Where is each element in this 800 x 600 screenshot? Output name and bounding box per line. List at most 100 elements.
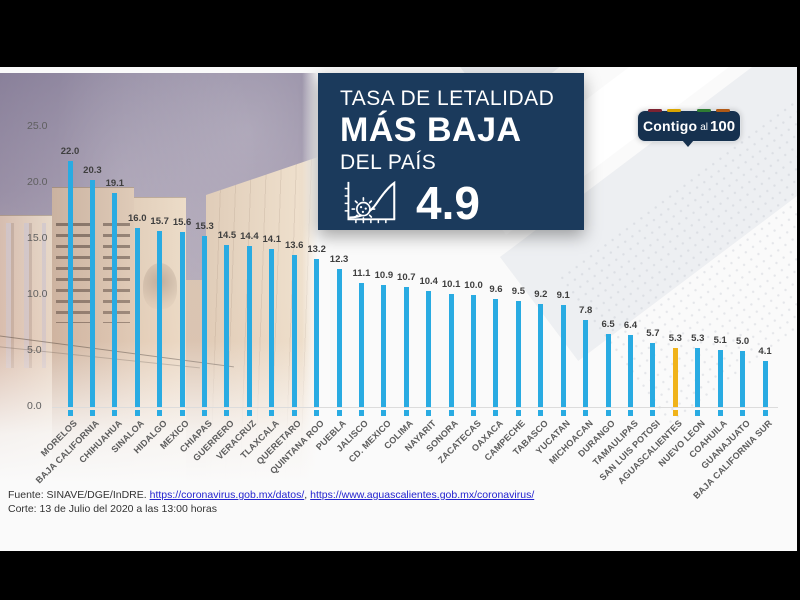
axis-tick: [493, 410, 499, 416]
link-separator: ,: [304, 489, 311, 501]
axis-tick: [605, 410, 611, 416]
virus-growth-chart-icon: [344, 181, 396, 224]
y-axis-label: 15.0: [27, 232, 48, 244]
bar-value-label: 4.1: [758, 346, 772, 358]
bar: [134, 227, 140, 407]
bar-value-label: 11.1: [352, 267, 371, 279]
x-axis-line: [52, 407, 778, 408]
logo-speech-tail: [682, 140, 694, 147]
y-axis-label: 20.0: [27, 176, 48, 188]
logo-word-100: 100: [710, 117, 736, 135]
bar-value-label: 19.1: [105, 178, 125, 190]
bar-value-label: 15.7: [150, 216, 169, 228]
axis-tick: [650, 410, 656, 416]
title-line-2: MÁS BAJA: [340, 111, 522, 150]
axis-tick: [112, 410, 118, 416]
y-axis-label: 25.0: [27, 120, 48, 132]
bar-value-label: 14.4: [240, 230, 259, 242]
axis-tick: [269, 410, 275, 416]
bar: [336, 269, 342, 407]
y-axis-label: 5.0: [27, 344, 42, 356]
bar: [358, 282, 364, 407]
axis-tick: [358, 410, 364, 416]
axis-tick: [336, 410, 342, 416]
axis-tick: [224, 410, 230, 416]
bar: [224, 244, 230, 407]
bar-value-label: 10.7: [397, 272, 416, 284]
bar-value-label: 16.0: [128, 212, 147, 224]
bar: [672, 347, 678, 407]
bar: [493, 299, 499, 407]
bar-value-label: 13.2: [307, 244, 326, 256]
y-axis-label: 0.0: [27, 400, 42, 412]
bar: [448, 293, 454, 407]
axis-tick: [695, 410, 701, 416]
axis-tick: [515, 410, 521, 416]
axis-tick: [246, 410, 252, 416]
bar: [583, 319, 589, 407]
aguascalientes-gob-link[interactable]: https://www.aguascalientes.gob.mx/corona…: [310, 489, 535, 501]
axis-tick: [67, 410, 73, 416]
building-windows: [56, 223, 90, 323]
bar-value-label: 15.3: [195, 220, 214, 232]
contigo-al-100-logo: Contigo al 100: [637, 109, 741, 147]
bar-value-label: 12.3: [329, 254, 349, 266]
bar: [740, 351, 746, 407]
axis-tick: [89, 410, 95, 416]
fuente-prefix: Fuente: SINAVE/DGE/InDRE.: [8, 489, 150, 501]
axis-tick: [560, 410, 566, 416]
bar-value-label: 9.1: [556, 290, 570, 302]
axis-tick: [672, 410, 678, 416]
coronavirus-gob-link[interactable]: https://coronavirus.gob.mx/datos/: [149, 489, 305, 501]
axis-tick: [202, 410, 208, 416]
bar: [650, 343, 656, 407]
source-footer: Fuente: SINAVE/DGE/InDRE. https://corona…: [8, 488, 534, 516]
axis-tick: [157, 410, 163, 416]
bar: [471, 295, 477, 407]
logo-dash: [667, 109, 681, 112]
bar-value-label: 14.5: [217, 229, 237, 241]
axis-tick: [471, 410, 477, 416]
axis-tick: [134, 410, 140, 416]
bar: [89, 179, 95, 407]
axis-tick: [179, 410, 185, 416]
logo-word-contigo: Contigo: [642, 118, 698, 134]
axis-tick: [538, 410, 544, 416]
axis-tick: [628, 410, 633, 416]
bar: [381, 284, 387, 407]
bar-value-label: 20.3: [83, 164, 102, 176]
axis-tick: [381, 410, 387, 416]
axis-tick: [291, 410, 297, 416]
bar: [515, 300, 521, 407]
title-box: TASA DE LETALIDAD MÁS BAJA DEL PAÍS: [318, 73, 584, 230]
bar-value-label: 9.6: [489, 284, 503, 296]
bar: [157, 231, 163, 407]
logo-dash: [648, 109, 662, 112]
bar: [314, 259, 320, 407]
axis-tick: [403, 410, 409, 416]
axis-tick: [762, 410, 768, 416]
bar: [762, 361, 768, 407]
axis-tick: [740, 410, 746, 416]
logo-dash: [716, 109, 730, 112]
bar: [717, 349, 723, 407]
bar: [67, 160, 73, 407]
bar-value-label: 14.1: [262, 234, 282, 246]
axis-tick: [583, 410, 589, 416]
corte-line: Corte: 13 de Julio del 2020 a las 13:00 …: [8, 503, 217, 515]
fuente-line: Fuente: SINAVE/DGE/InDRE. https://corona…: [8, 488, 534, 502]
bar: [403, 287, 409, 407]
bar-value-label: 10.4: [419, 275, 438, 287]
photo-fade: [302, 73, 318, 491]
title-line-1: TASA DE LETALIDAD: [340, 87, 555, 110]
bar: [538, 303, 544, 407]
building-photo: [0, 73, 318, 491]
y-axis-label: 10.0: [27, 288, 48, 300]
lethality-rate-value: 4.9: [416, 176, 480, 229]
bar: [269, 249, 275, 407]
bar-value-label: 6.4: [623, 320, 638, 332]
bar-value-label: 13.6: [284, 239, 304, 251]
slide: 0.0 5.0 10.0 15.0 20.0 25.0 22.0 MORELOS 20.3 BAJ…: [0, 67, 797, 551]
bar-value-label: 10.9: [374, 269, 394, 281]
